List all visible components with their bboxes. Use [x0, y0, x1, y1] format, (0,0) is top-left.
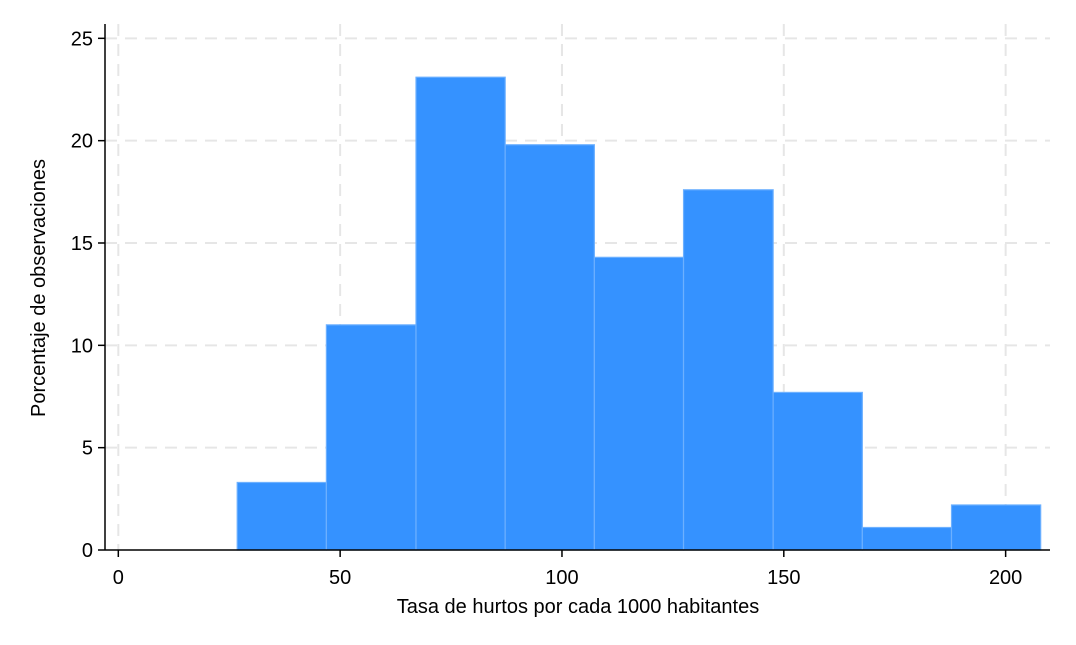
x-tick-label: 150	[767, 567, 800, 589]
histogram-bar	[236, 481, 327, 551]
grid-lines	[105, 24, 1050, 550]
histogram-bar	[950, 504, 1042, 551]
y-tick-label: 10	[71, 335, 93, 357]
histogram-bar	[593, 256, 685, 551]
histogram-bar	[415, 76, 506, 551]
tick-labels: 0 5 10 15 20 25 0 50 100 150 200	[71, 28, 1023, 589]
x-tick-label: 50	[329, 567, 351, 589]
y-tick-label: 20	[71, 131, 93, 153]
x-tick-label: 200	[989, 567, 1022, 589]
histogram-bar	[325, 324, 417, 551]
y-tick-label: 5	[82, 438, 93, 460]
bars	[236, 76, 1042, 551]
histogram-bar	[772, 391, 863, 551]
histogram-bar	[504, 144, 595, 551]
y-tick-label: 25	[71, 28, 93, 50]
y-tick-label: 15	[71, 233, 93, 255]
y-tick-label: 0	[82, 540, 93, 562]
x-tick-label: 100	[545, 567, 578, 589]
y-axis-title: Porcentaje de observaciones	[28, 159, 50, 417]
axes	[98, 24, 1050, 557]
histogram-bar	[682, 189, 774, 551]
x-axis-title: Tasa de hurtos por cada 1000 habitantes	[397, 596, 759, 618]
histogram-bar	[861, 526, 953, 551]
x-tick-label: 0	[113, 567, 124, 589]
